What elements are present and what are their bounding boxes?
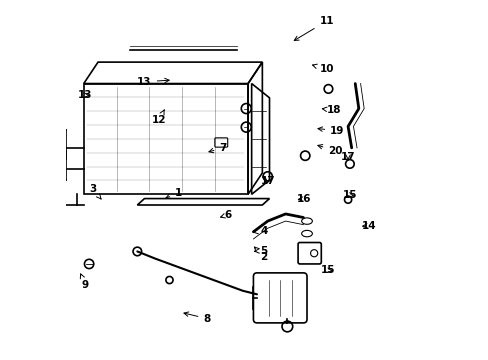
Text: 12: 12	[151, 110, 166, 125]
Text: 2: 2	[254, 247, 267, 262]
Text: 17: 17	[340, 152, 355, 162]
Text: 4: 4	[253, 226, 267, 236]
Text: 14: 14	[361, 221, 375, 231]
Text: 10: 10	[312, 64, 333, 74]
Text: 19: 19	[317, 126, 344, 136]
Text: 15: 15	[342, 190, 356, 200]
Text: 9: 9	[80, 274, 89, 291]
Text: 8: 8	[183, 312, 210, 324]
Text: 16: 16	[297, 194, 311, 204]
Text: 17: 17	[260, 176, 274, 186]
Text: 7: 7	[208, 143, 226, 153]
Text: 15: 15	[321, 265, 335, 275]
Text: 13: 13	[78, 90, 93, 100]
Text: 20: 20	[317, 144, 342, 156]
Text: 11: 11	[294, 16, 333, 40]
Text: 5: 5	[254, 246, 267, 256]
Text: 1: 1	[165, 188, 182, 198]
Text: 3: 3	[89, 184, 101, 199]
Text: 13: 13	[137, 77, 169, 87]
Text: 18: 18	[322, 105, 340, 115]
Text: 6: 6	[220, 210, 232, 220]
